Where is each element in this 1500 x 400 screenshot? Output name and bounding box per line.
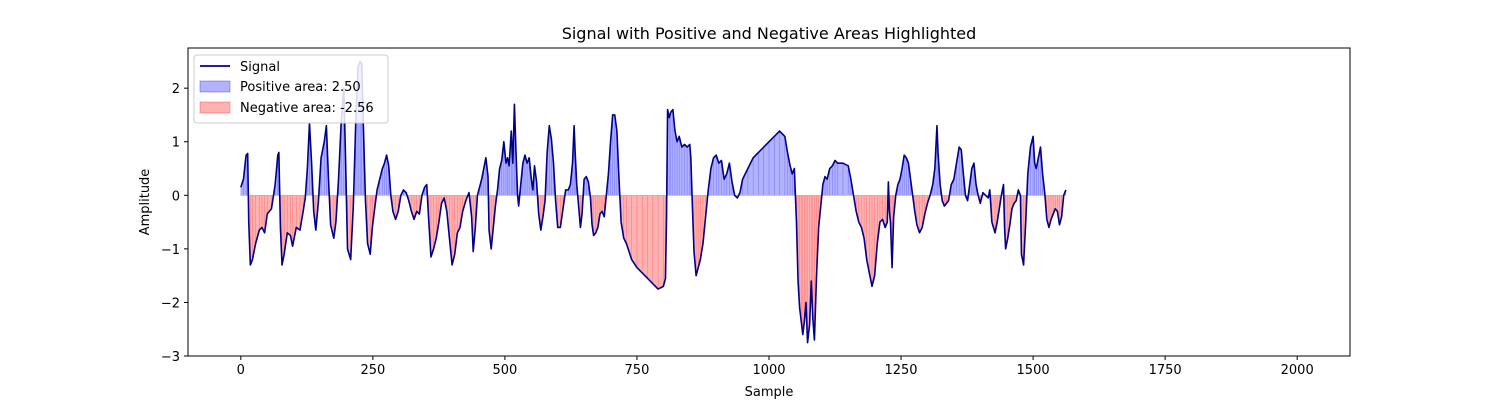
y-tick-label: 1 (172, 136, 180, 151)
x-axis-ticks: 0 250 500 750 1000 1250 1500 1750 2000 (237, 356, 1314, 378)
x-tick-label: 1000 (752, 363, 785, 378)
x-tick-label: 500 (492, 363, 517, 378)
legend-box (193, 54, 389, 124)
x-tick-label: 2000 (1281, 363, 1314, 378)
y-axis-ticks: −3 −2 −1 0 1 2 (161, 82, 188, 365)
y-tick-label: 2 (172, 82, 180, 97)
x-tick-label: 250 (360, 363, 385, 378)
x-tick-label: 750 (625, 363, 650, 378)
y-axis-title: Amplitude (138, 169, 153, 236)
legend-signal-label: Signal (240, 60, 280, 75)
x-axis-title: Sample (745, 385, 794, 400)
legend-positive-label: Positive area: 2.50 (240, 80, 361, 95)
legend-negative-label: Negative area: -2.56 (240, 101, 374, 116)
y-tick-label: −2 (161, 296, 180, 311)
legend-positive-swatch (199, 80, 231, 93)
chart-title: Signal with Positive and Negative Areas … (562, 24, 977, 43)
signal-line (240, 60, 1067, 344)
x-tick-label: 1250 (884, 363, 917, 378)
x-tick-label: 1750 (1149, 363, 1182, 378)
x-tick-label: 1500 (1017, 363, 1050, 378)
y-tick-label: −1 (161, 243, 180, 258)
legend-negative-swatch (199, 101, 231, 114)
x-tick-label: 0 (237, 363, 245, 378)
y-tick-label: 0 (172, 189, 180, 204)
y-tick-label: −3 (161, 350, 180, 365)
legend: Signal Positive area: 2.50 Negative area… (193, 54, 389, 124)
